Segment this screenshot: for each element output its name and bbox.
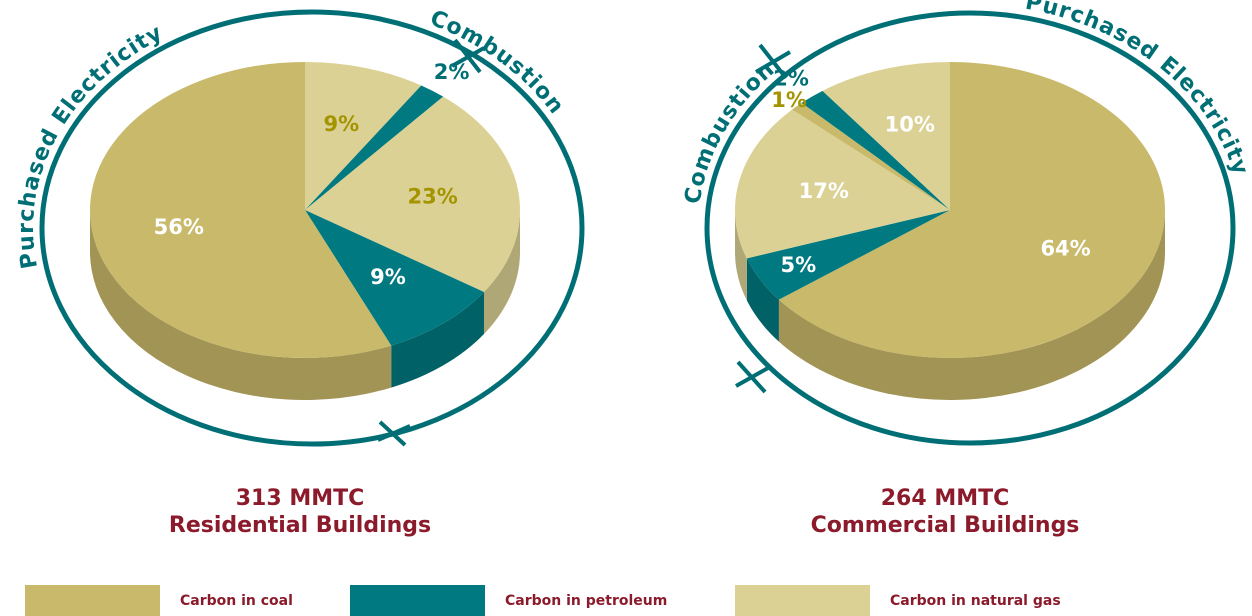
legend-label: Carbon in petroleum [505, 593, 667, 609]
value-label: 2% [434, 60, 470, 84]
slice-side [734, 210, 747, 301]
slice [90, 62, 392, 358]
chart-title: 264 MMTC [881, 486, 1010, 511]
legend-swatch [350, 585, 485, 616]
slice [778, 62, 1165, 358]
slice [305, 85, 444, 210]
slice [305, 96, 520, 292]
value-label: 5% [781, 253, 817, 277]
slice [305, 62, 422, 210]
slice [305, 210, 485, 346]
ring [39, 9, 585, 447]
slice-side [90, 210, 392, 401]
value-label: 17% [799, 179, 849, 203]
legend-swatch [25, 585, 160, 616]
value-label: 9% [324, 112, 360, 136]
legend-label: Carbon in natural gas [890, 593, 1061, 609]
slice-side [391, 291, 485, 388]
ring [704, 10, 1236, 446]
chart-title: 313 MMTC [236, 486, 365, 511]
legend-label: Carbon in coal [180, 593, 293, 609]
slice-side [484, 210, 520, 334]
value-label: 2% [773, 67, 809, 91]
slice [822, 62, 950, 210]
slice [746, 210, 950, 300]
value-label: 56% [154, 215, 204, 239]
slice [735, 109, 950, 259]
value-label: 1% [771, 88, 807, 112]
chart-subtitle: Residential Buildings [169, 513, 431, 538]
value-label: 9% [370, 265, 406, 289]
chart-subtitle: Commercial Buildings [811, 513, 1080, 538]
slice-side [746, 258, 779, 342]
slice-side [778, 210, 1165, 401]
legend-swatch [735, 585, 870, 616]
value-label: 23% [408, 184, 458, 208]
value-label: 10% [885, 113, 935, 137]
slice [801, 90, 950, 210]
slice [792, 102, 950, 210]
value-label: 64% [1040, 236, 1090, 260]
